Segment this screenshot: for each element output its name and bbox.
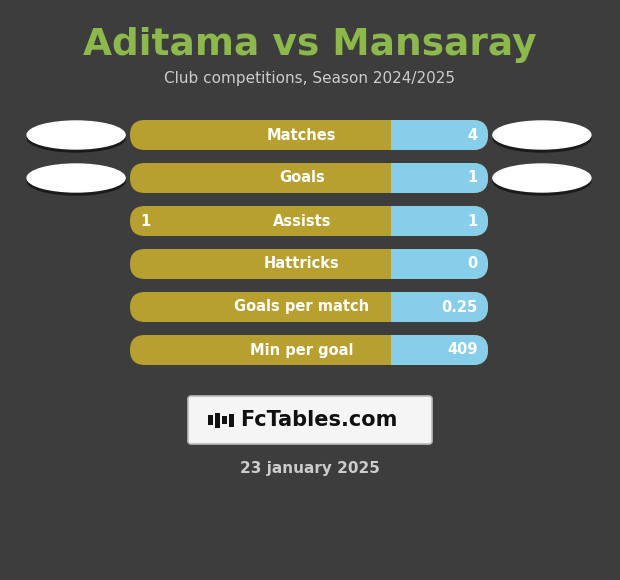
- Text: 0.25: 0.25: [441, 299, 478, 314]
- Bar: [391, 335, 425, 365]
- FancyBboxPatch shape: [391, 120, 488, 150]
- Bar: [222, 416, 227, 424]
- Text: Club competitions, Season 2024/2025: Club competitions, Season 2024/2025: [164, 71, 456, 85]
- FancyBboxPatch shape: [130, 163, 488, 193]
- Bar: [208, 415, 213, 425]
- Text: 1: 1: [467, 171, 478, 186]
- Ellipse shape: [493, 164, 591, 192]
- Text: Assists: Assists: [273, 213, 331, 229]
- Ellipse shape: [27, 121, 125, 149]
- Ellipse shape: [27, 124, 125, 152]
- Ellipse shape: [27, 164, 125, 192]
- Ellipse shape: [493, 124, 591, 152]
- Bar: [215, 412, 220, 427]
- Bar: [229, 414, 234, 426]
- Text: 0: 0: [467, 256, 478, 271]
- Text: Aditama vs Mansaray: Aditama vs Mansaray: [83, 27, 537, 63]
- Text: 23 january 2025: 23 january 2025: [240, 461, 380, 476]
- Ellipse shape: [493, 121, 591, 149]
- Bar: [391, 249, 425, 279]
- Text: 1: 1: [467, 213, 478, 229]
- Ellipse shape: [493, 167, 591, 195]
- Text: 1: 1: [140, 213, 150, 229]
- FancyBboxPatch shape: [391, 292, 488, 322]
- FancyBboxPatch shape: [188, 396, 432, 444]
- Bar: [391, 292, 425, 322]
- Bar: [391, 120, 425, 150]
- Bar: [391, 206, 425, 236]
- FancyBboxPatch shape: [130, 206, 488, 236]
- FancyBboxPatch shape: [130, 292, 488, 322]
- FancyBboxPatch shape: [130, 120, 488, 150]
- FancyBboxPatch shape: [130, 335, 488, 365]
- FancyBboxPatch shape: [391, 206, 488, 236]
- Text: Goals per match: Goals per match: [234, 299, 370, 314]
- FancyBboxPatch shape: [391, 249, 488, 279]
- Text: 409: 409: [448, 343, 478, 357]
- FancyBboxPatch shape: [391, 163, 488, 193]
- Ellipse shape: [27, 167, 125, 195]
- FancyBboxPatch shape: [130, 249, 488, 279]
- Text: Goals: Goals: [279, 171, 325, 186]
- Text: FcTables.com: FcTables.com: [240, 410, 397, 430]
- Text: Matches: Matches: [267, 128, 337, 143]
- Text: Min per goal: Min per goal: [250, 343, 353, 357]
- FancyBboxPatch shape: [391, 335, 488, 365]
- Text: 4: 4: [468, 128, 478, 143]
- Bar: [391, 163, 425, 193]
- Text: Hattricks: Hattricks: [264, 256, 340, 271]
